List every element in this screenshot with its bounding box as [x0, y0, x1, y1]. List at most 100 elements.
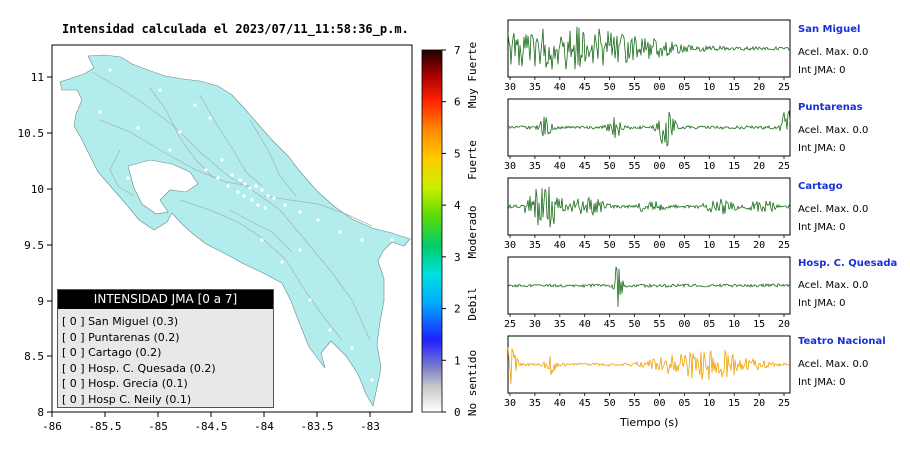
- time-tick-label: 05: [678, 398, 690, 409]
- station-name: Hosp. C. Quesada: [798, 258, 898, 269]
- time-tick-label: 35: [529, 161, 541, 172]
- station-dot: [370, 378, 374, 382]
- station-dot: [178, 130, 182, 134]
- station-name: Teatro Nacional: [798, 336, 886, 347]
- time-tick-label: 45: [579, 240, 591, 251]
- station-accel: Acel. Max. 0.0: [798, 359, 869, 370]
- colorbar-category-label: Muy Fuerte: [466, 42, 479, 108]
- time-axis-label: Tiempo (s): [620, 416, 679, 429]
- station-accel: Acel. Max. 0.0: [798, 280, 869, 291]
- station-int: Int JMA: 0: [798, 298, 846, 309]
- time-tick-label: 55: [629, 240, 641, 251]
- legend-item: [ 0 ] Puntarenas (0.2): [62, 330, 180, 344]
- lat-tick-label: 9.5: [24, 239, 44, 252]
- waveform-panel: 25 30 35 40 45 50 55 00 05 10 15 20: [504, 256, 791, 330]
- waveform-trace: [507, 110, 791, 147]
- time-tick-label: 20: [778, 319, 790, 330]
- time-tick-label: 10: [703, 161, 715, 172]
- station-dot: [204, 168, 208, 172]
- colorbar-tick-label: 7: [454, 44, 461, 57]
- station-int: Int JMA: 0: [798, 222, 846, 233]
- legend-item: [ 0 ] Hosp. Grecia (0.1): [62, 377, 188, 390]
- colorbar-category-label: Fuerte: [466, 140, 479, 180]
- waveform-trace: [507, 26, 791, 70]
- time-tick-label: 25: [778, 82, 790, 93]
- lon-tick-label: -84.5: [194, 420, 227, 433]
- station-dot: [248, 186, 252, 190]
- station-dot: [108, 68, 112, 72]
- station-dot: [148, 198, 152, 202]
- legend-item: [ 0 ] Hosp. C. Quesada (0.2): [62, 361, 216, 375]
- time-tick-label: 00: [678, 319, 690, 330]
- time-tick-label: 05: [703, 319, 715, 330]
- time-tick-label: 10: [703, 398, 715, 409]
- time-tick-label: 45: [579, 82, 591, 93]
- time-tick-label: 50: [629, 319, 641, 330]
- time-tick-label: 05: [678, 82, 690, 93]
- waveform-trace: [507, 266, 791, 307]
- station-dot: [316, 218, 320, 222]
- time-tick-label: 15: [753, 319, 765, 330]
- station-dot: [220, 158, 224, 162]
- colorbar-tick-label: 6: [454, 96, 461, 109]
- time-tick-label: 50: [604, 240, 616, 251]
- time-tick-label: 15: [728, 398, 740, 409]
- time-tick-label: 50: [604, 398, 616, 409]
- lon-tick-label: -85.5: [88, 420, 121, 433]
- waveform-frame: [507, 177, 791, 236]
- road-network: [91, 71, 373, 341]
- time-tick-label: 35: [554, 319, 566, 330]
- map-title: Intensidad calculada el 2023/07/11_11:58…: [62, 22, 409, 36]
- station-dot: [298, 210, 302, 214]
- waveform-panel: 30 35 40 45 50 55 00 05 10 15 20 25: [504, 19, 791, 93]
- station-dot: [136, 126, 140, 130]
- time-tick-label: 20: [753, 398, 765, 409]
- time-tick-label: 00: [653, 82, 665, 93]
- map-axes: -86 -85.5 -85 -84.5 -84 -83.5 -83 11 10.5 10 9.5 9 8…: [18, 71, 380, 433]
- station-dot: [168, 148, 172, 152]
- intensity-legend: INTENSIDAD JMA [0 a 7] [ 0 ] San Miguel …: [57, 289, 274, 408]
- time-tick-label: 40: [554, 82, 566, 93]
- station-dot: [236, 190, 240, 194]
- time-tick-label: 25: [778, 398, 790, 409]
- station-dot: [328, 328, 332, 332]
- time-tick-label: 55: [629, 161, 641, 172]
- time-tick-label: 40: [554, 161, 566, 172]
- station-dot: [350, 346, 354, 350]
- time-tick-label: 25: [778, 240, 790, 251]
- time-tick-label: 45: [604, 319, 616, 330]
- time-tick-label: 55: [653, 319, 665, 330]
- station-dot: [280, 260, 284, 264]
- station-dot: [260, 188, 264, 192]
- waveform-frame: [507, 98, 791, 157]
- time-tick-label: 20: [753, 240, 765, 251]
- map-frame: [51, 44, 413, 413]
- lon-tick-label: -83.5: [300, 420, 333, 433]
- station-int: Int JMA: 0: [798, 65, 846, 76]
- waveform-panel: 30 35 40 45 50 55 00 05 10 15 20 25: [504, 177, 791, 251]
- waveform-frame: [507, 335, 791, 394]
- colorbar-tick-label: 4: [454, 199, 461, 212]
- time-tick-label: 50: [604, 82, 616, 93]
- time-tick-label: 10: [703, 240, 715, 251]
- time-tick-label: 25: [778, 161, 790, 172]
- station-dot: [338, 230, 342, 234]
- station-name: Cartago: [798, 181, 843, 192]
- colorbar-tick-label: 0: [454, 406, 461, 419]
- station-dot: [390, 238, 394, 242]
- time-tick-label: 10: [703, 82, 715, 93]
- lat-tick-label: 8.5: [24, 350, 44, 363]
- lat-tick-label: 9: [37, 295, 44, 308]
- station-dot: [216, 176, 220, 180]
- station-dots: [98, 68, 394, 382]
- station-name: San Miguel: [798, 24, 861, 35]
- colorbar-ticks: 0 1 2 3 4 5 6 7: [442, 44, 461, 419]
- lon-tick-label: -86: [42, 420, 62, 433]
- legend-item: [ 0 ] Cartago (0.2): [62, 346, 162, 359]
- station-dot: [263, 206, 267, 210]
- time-tick-label: 15: [728, 240, 740, 251]
- time-tick-label: 30: [529, 319, 541, 330]
- colorbar-tick-label: 1: [454, 354, 461, 367]
- station-dot: [298, 248, 302, 252]
- station-dot: [238, 178, 242, 182]
